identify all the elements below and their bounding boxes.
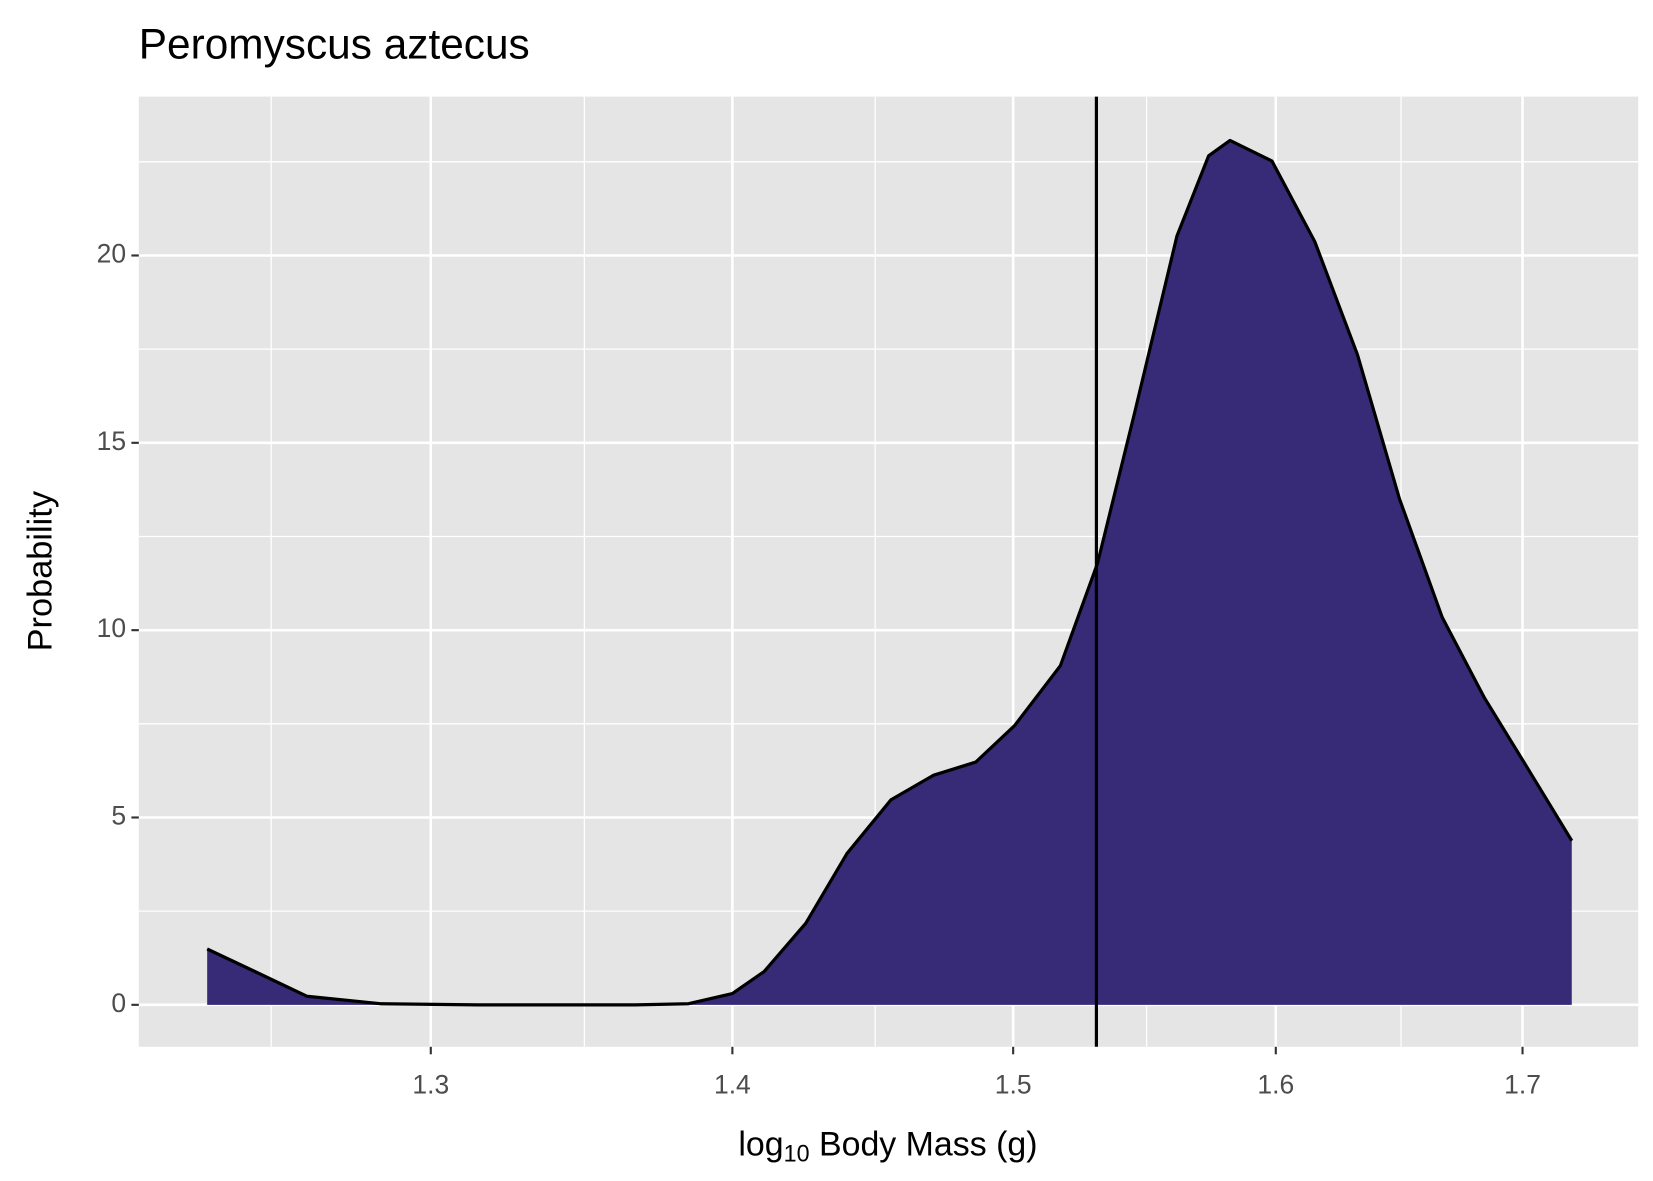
- density-area: [207, 140, 1572, 1005]
- x-tick-label: 1.7: [1504, 1069, 1541, 1099]
- y-axis-label: Probability: [22, 491, 60, 651]
- x-label-part: log: [738, 1126, 783, 1164]
- y-tick-label: 0: [111, 988, 126, 1018]
- x-tick-label: 1.3: [412, 1069, 449, 1099]
- y-tick-label: 15: [97, 426, 126, 456]
- y-tick-label: 5: [111, 800, 126, 830]
- marks: [206, 96, 1574, 1047]
- x-tick-label: 1.4: [714, 1069, 751, 1099]
- x-tick-label: 1.5: [995, 1069, 1032, 1099]
- x-label-part: Body Mass (g): [810, 1126, 1038, 1164]
- y-tick-label: 20: [97, 238, 126, 268]
- chart-title: Peromyscus aztecus: [139, 20, 530, 68]
- y-tick-label: 10: [97, 613, 126, 643]
- x-tick-label: 1.6: [1257, 1069, 1294, 1099]
- x-axis-label: log10 Body Mass (g): [738, 1126, 1037, 1167]
- density-line: [206, 138, 1574, 1007]
- x-label-subscript: 10: [784, 1140, 810, 1166]
